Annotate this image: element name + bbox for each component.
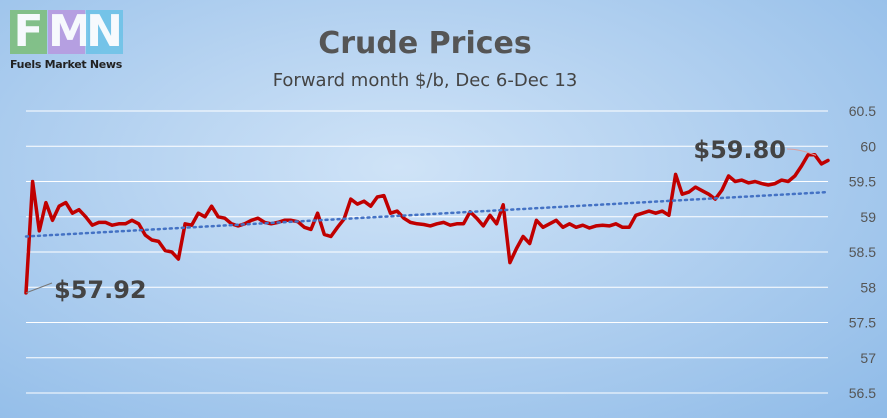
annotation-leader-end xyxy=(786,148,817,156)
y-tick-label: 59.5 xyxy=(849,174,876,190)
y-tick-label: 60 xyxy=(860,138,876,154)
y-tick-label: 60.5 xyxy=(849,103,876,119)
chart-title: Crude Prices xyxy=(318,26,532,61)
y-tick-label: 59 xyxy=(860,209,876,225)
fmn-logo: F M N Fuels Market News xyxy=(10,10,130,72)
logo-tagline: Fuels Market News xyxy=(10,58,123,71)
y-tick-label: 58 xyxy=(860,279,876,295)
logo-letter-m: M xyxy=(48,6,92,57)
y-tick-label: 57.5 xyxy=(849,315,876,331)
logo-letter-f: F xyxy=(10,10,47,54)
annotation-start-price: $57.92 xyxy=(54,276,147,304)
y-tick-label: 58.5 xyxy=(849,244,876,260)
logo-letters: F M N xyxy=(10,10,130,56)
y-tick-label: 56.5 xyxy=(849,385,876,401)
annotation-leader-start xyxy=(25,282,53,294)
trendline xyxy=(24,190,830,238)
chart-subtitle: Forward month $/b, Dec 6-Dec 13 xyxy=(272,70,578,91)
y-tick-label: 57 xyxy=(860,350,876,366)
price-line xyxy=(24,152,830,295)
logo-letter-n: N xyxy=(86,6,123,57)
annotation-end-price: $59.80 xyxy=(693,136,786,164)
